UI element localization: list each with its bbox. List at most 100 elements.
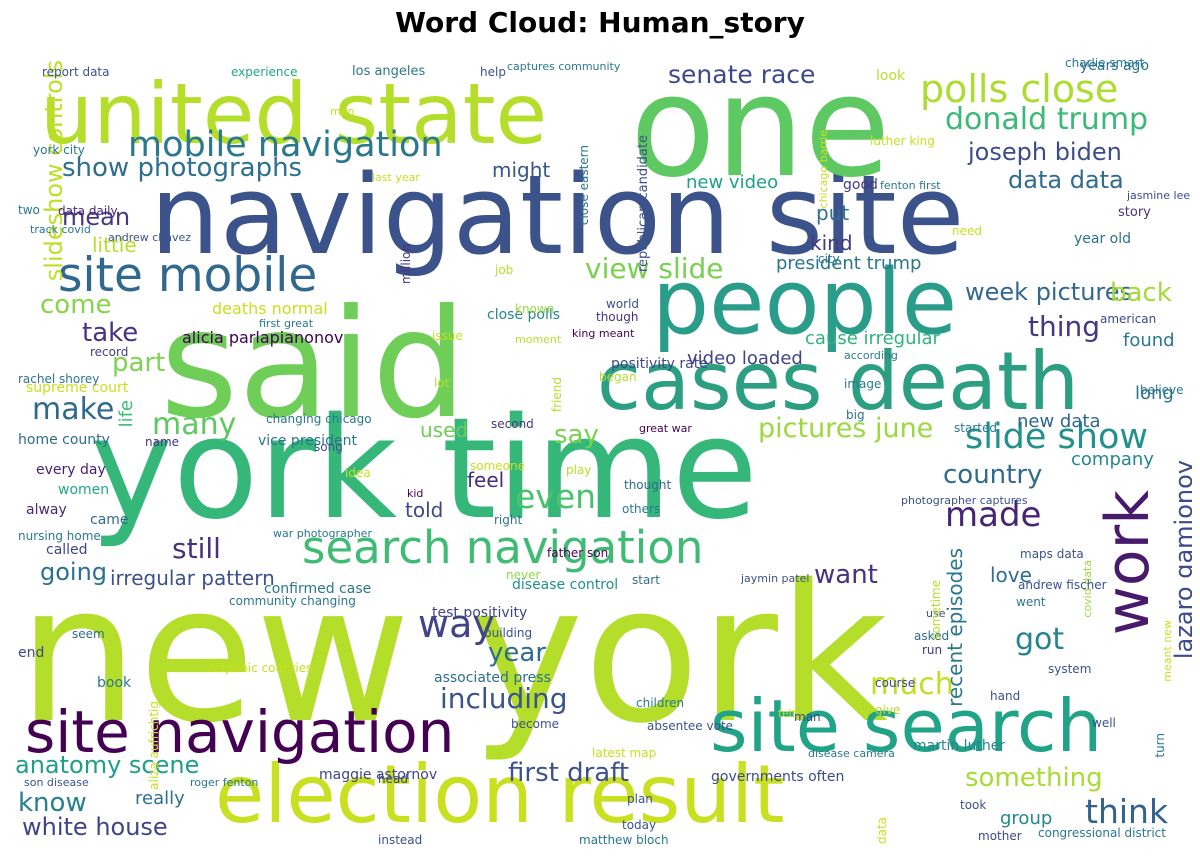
cloud-word: going [40,558,108,586]
cloud-word: data daily [58,204,118,218]
cloud-word: cause irregular [805,328,940,349]
cloud-word: company [1071,449,1154,470]
cloud-word: big [846,408,865,422]
cloud-word: slideshow controls [40,60,68,282]
cloud-word: use [926,607,946,620]
cloud-word: women [58,482,110,498]
cloud-word: used [420,418,469,442]
cloud-word: instead [378,833,423,847]
cloud-word: matthew bloch [579,833,669,847]
cloud-word: maggie astornov [319,767,438,783]
cloud-word: home county [18,432,110,448]
cloud-word: report data [42,65,110,79]
cloud-word: track covid [30,223,91,236]
cloud-word: aliza aufrichtig [147,701,161,790]
cloud-word: navigation site [150,151,965,279]
cloud-word: vice president [258,433,357,449]
cloud-word: back [1110,278,1172,308]
cloud-word: new data [1017,411,1101,432]
cloud-word: year [488,638,547,668]
cloud-word: country [943,460,1043,490]
cloud-word: senate race [668,60,816,89]
cloud-word: got [1015,622,1065,657]
cloud-word: polls close [920,67,1119,111]
cloud-word: year old [1074,231,1132,247]
cloud-word: seem [72,627,105,641]
cloud-word: need [952,224,982,238]
cloud-word: king meant [572,327,635,340]
cloud-word: man [794,710,821,724]
cloud-word: joseph biden [968,138,1122,166]
cloud-word: war photographer [273,527,372,540]
cloud-word: york time [90,388,758,551]
cloud-word: believe [1140,383,1184,397]
cloud-word: good [843,177,878,193]
cloud-word: world [606,297,640,311]
cloud-word: jasmine lee [1127,189,1191,202]
cloud-word: mean [62,203,131,231]
cloud-word: run [922,643,943,657]
cloud-word: congressional district [1038,826,1166,840]
cloud-word: others [622,502,661,516]
cloud-word: community changing [229,594,356,608]
cloud-word: started [954,421,997,435]
cloud-word: mobile navigation [128,125,443,165]
cloud-word: site search [710,684,1103,768]
cloud-word: million [399,244,413,284]
cloud-word: latest map [592,746,657,760]
cloud-word: video loaded [687,348,803,369]
cloud-word: went [1016,595,1046,609]
cloud-word: first draft [508,758,630,788]
cloud-word: life [116,400,137,428]
cloud-word: play [566,463,592,477]
cloud-word: jaymin patel [741,572,810,585]
cloud-word: much [870,667,954,702]
cloud-word: little [92,233,137,257]
cloud-word: look [876,68,906,84]
cloud-word: second [491,417,534,431]
cloud-word: slide show [965,417,1149,457]
cloud-word: part [112,348,166,378]
cloud-word: course [875,676,916,690]
cloud-word: alicia parlapianonov [182,328,344,347]
cloud-word: lot [434,376,450,390]
cloud-word: called [46,542,88,558]
cloud-word: last year [372,171,420,184]
cloud-word: site mobile [58,248,318,303]
cloud-word: work [1093,490,1163,636]
cloud-word: make [32,392,115,427]
cloud-word: really [135,788,185,809]
cloud-word: supreme court [26,380,129,396]
cloud-word: issue [432,329,463,343]
cloud-word: help [480,65,506,79]
cloud-word: record [90,345,129,359]
cloud-word: donald trump [945,102,1149,137]
cloud-word: new video [686,172,779,193]
chart-title: Word Cloud: Human_story [395,6,805,39]
cloud-word: captures community [507,60,621,73]
cloud-word: become [511,717,560,731]
cloud-word: idea [345,466,371,480]
cloud-word: view slide [585,252,724,285]
cloud-word: began [599,370,637,384]
cloud-word: close eastern [577,145,591,226]
cloud-word: group [1000,808,1053,829]
cloud-word: disease camera [808,747,895,760]
cloud-word: father son [547,546,609,560]
cloud-word: made [945,495,1042,535]
cloud-word: close polls [487,307,561,323]
cloud-word: deaths normal [212,299,328,318]
cloud-word: book [97,675,132,691]
cloud-word: every day [36,462,106,478]
cloud-word: new york [18,544,888,765]
cloud-word: cases death [597,335,1080,428]
cloud-word: told [405,498,444,522]
cloud-word: disease control [512,577,619,593]
cloud-word: take [82,318,139,348]
cloud-word: something [965,763,1103,793]
cloud-word: son disease [24,776,89,789]
word-cloud: new york york time said navigation site one u… [8,58,1192,848]
cloud-word: mother [978,829,1022,843]
cloud-word: city [818,252,840,266]
cloud-word: start [632,573,660,587]
